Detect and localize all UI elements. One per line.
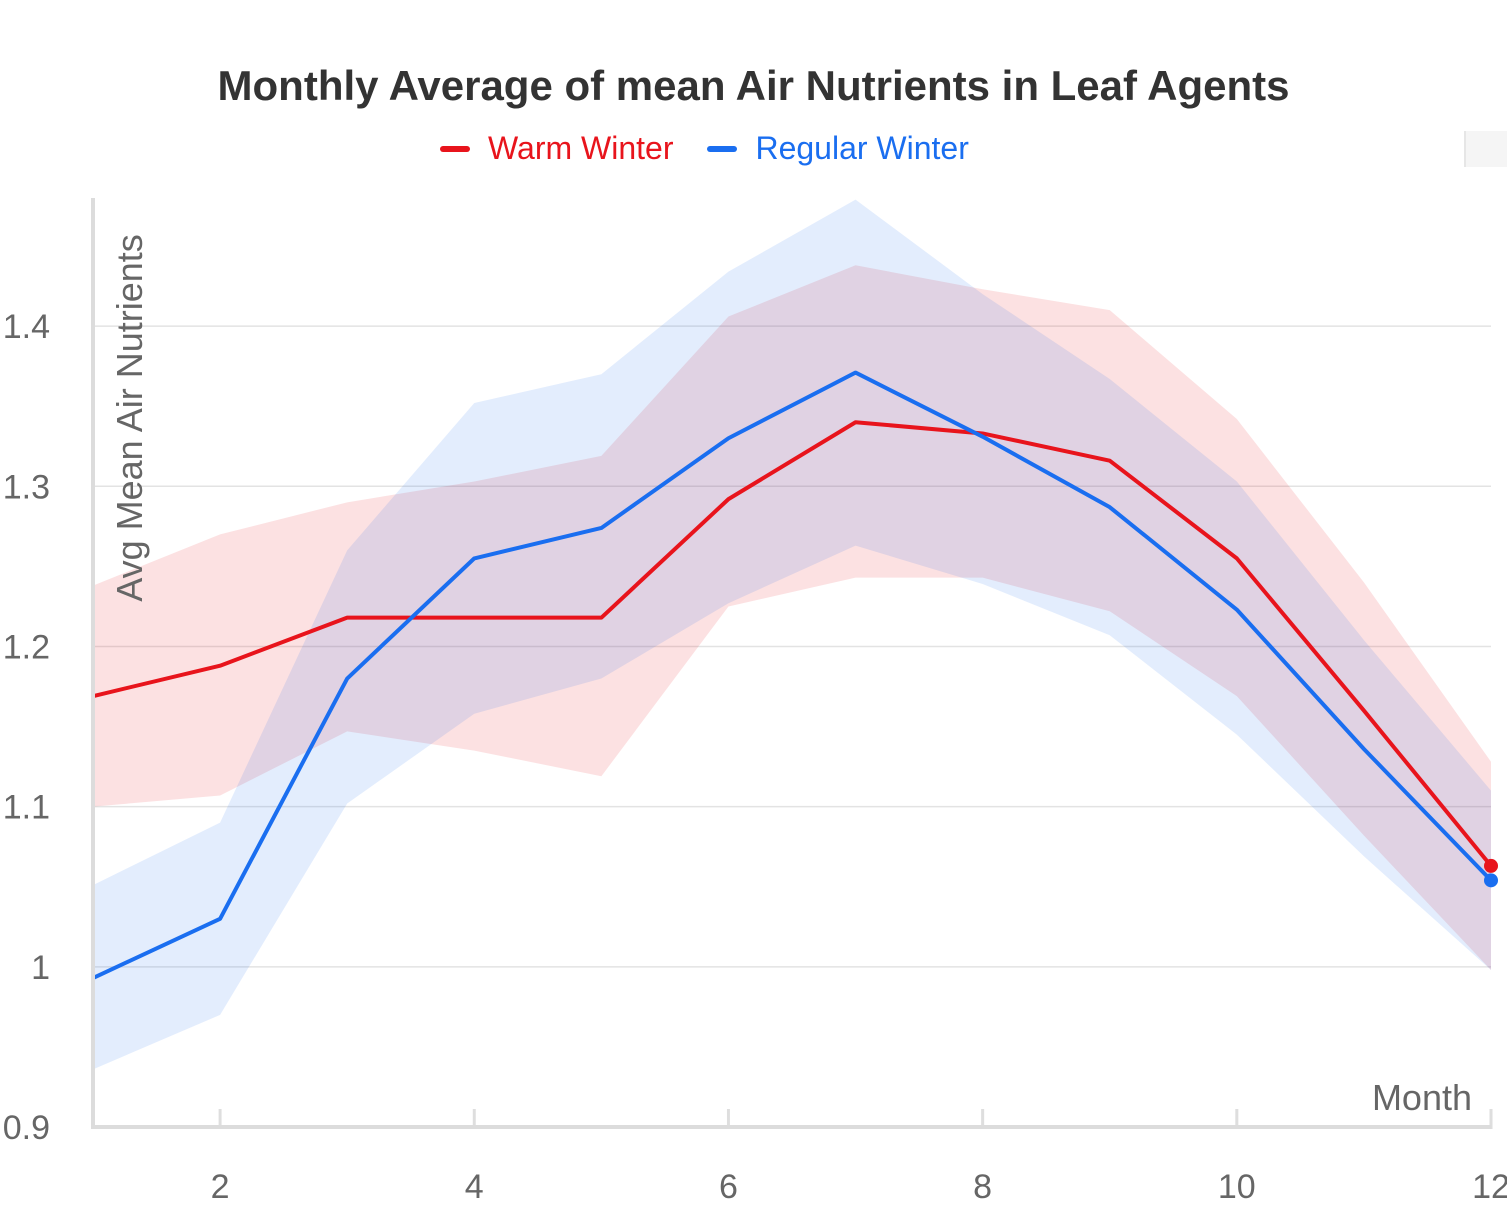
confidence-band-warm-winter bbox=[93, 265, 1491, 971]
legend-swatch-regular-winter bbox=[707, 145, 738, 152]
x-tick-label: 4 bbox=[465, 1168, 484, 1206]
tick-labels: 0.9 1 1.1 1.2 1.3 1.4 2 4 6 8 10 12 bbox=[3, 308, 1507, 1206]
confidence-bands bbox=[93, 199, 1491, 1070]
legend-item-regular-winter[interactable]: Regular Winter bbox=[707, 130, 969, 167]
x-axis-label: Month bbox=[1372, 1077, 1472, 1118]
series-line-warm-winter bbox=[92, 420, 1493, 868]
axes bbox=[91, 198, 1493, 1129]
x-tick-label: 2 bbox=[211, 1168, 230, 1206]
y-tick-label: 1.1 bbox=[3, 789, 50, 827]
legend-label-warm-winter: Warm Winter bbox=[488, 130, 674, 166]
x-tick-label: 8 bbox=[973, 1168, 992, 1206]
x-tick-label: 10 bbox=[1218, 1168, 1256, 1206]
series-lines bbox=[92, 370, 1498, 980]
y-tick-label: 1.3 bbox=[3, 468, 50, 506]
legend: Warm Winter Regular Winter bbox=[440, 130, 1003, 167]
series-line-regular-winter bbox=[92, 370, 1493, 980]
y-tick-label: 1.2 bbox=[3, 628, 50, 666]
y-tick-label: 0.9 bbox=[3, 1109, 50, 1147]
legend-swatch-warm-winter bbox=[440, 145, 470, 152]
x-tick-label: 12 bbox=[1472, 1168, 1507, 1206]
chart-title: Monthly Average of mean Air Nutrients in… bbox=[217, 62, 1290, 109]
y-tick-label: 1.4 bbox=[3, 308, 50, 346]
y-tick-label: 1 bbox=[31, 949, 50, 987]
series-endpoint-warm-winter bbox=[1484, 858, 1498, 873]
confidence-band-regular-winter bbox=[93, 199, 1491, 1070]
legend-label-regular-winter: Regular Winter bbox=[755, 130, 969, 166]
legend-item-warm-winter[interactable]: Warm Winter bbox=[440, 130, 673, 167]
legend-scroll-area bbox=[1464, 131, 1507, 167]
series-endpoint-regular-winter bbox=[1484, 873, 1498, 888]
x-tick-label: 6 bbox=[719, 1168, 738, 1206]
grid-lines bbox=[93, 325, 1491, 968]
y-axis-label: Avg Mean Air Nutrients bbox=[109, 234, 150, 602]
